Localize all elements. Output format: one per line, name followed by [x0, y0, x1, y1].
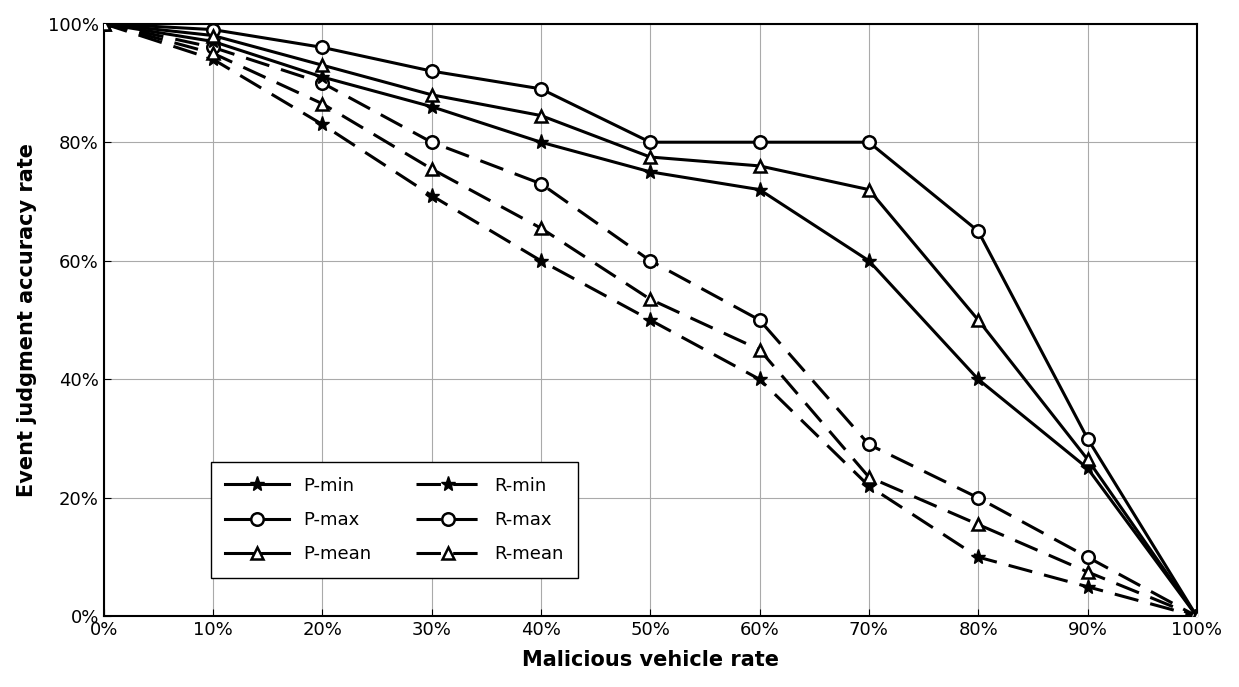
R-max — [1189, 612, 1204, 620]
R-min — [752, 375, 767, 383]
P-max — [97, 19, 112, 27]
R-mean — [534, 224, 549, 232]
P-mean — [315, 61, 330, 69]
P-mean — [534, 111, 549, 120]
R-mean — [643, 295, 658, 304]
R-mean — [206, 49, 221, 58]
P-min — [1189, 612, 1204, 620]
Line: R-mean: R-mean — [98, 17, 1203, 622]
P-max — [424, 67, 439, 75]
R-min — [861, 482, 876, 490]
P-min — [534, 138, 549, 146]
P-mean — [424, 91, 439, 99]
R-min — [206, 55, 221, 63]
P-mean — [861, 185, 876, 194]
R-min — [1189, 612, 1204, 620]
R-mean — [861, 473, 876, 481]
R-max — [861, 440, 876, 449]
R-mean — [1189, 612, 1204, 620]
R-max — [1080, 553, 1095, 561]
R-min — [97, 19, 112, 27]
P-max — [971, 227, 986, 235]
Line: P-mean: P-mean — [98, 17, 1203, 622]
R-max — [971, 494, 986, 502]
Line: R-min: R-min — [95, 16, 1204, 624]
X-axis label: Malicious vehicle rate: Malicious vehicle rate — [522, 651, 779, 671]
P-min — [971, 375, 986, 383]
P-min — [206, 37, 221, 45]
R-min — [1080, 583, 1095, 591]
P-mean — [206, 32, 221, 40]
P-mean — [971, 316, 986, 324]
R-mean — [971, 520, 986, 528]
Legend: P-min, P-max, P-mean, R-min, R-max, R-mean: P-min, P-max, P-mean, R-min, R-max, R-me… — [211, 462, 577, 578]
P-max — [752, 138, 767, 146]
P-max — [1189, 612, 1204, 620]
R-min — [971, 553, 986, 561]
P-min — [97, 19, 112, 27]
Y-axis label: Event judgment accuracy rate: Event judgment accuracy rate — [16, 143, 37, 497]
R-max — [534, 179, 549, 188]
P-min — [424, 102, 439, 111]
P-mean — [643, 153, 658, 161]
R-mean — [424, 165, 439, 173]
P-mean — [1189, 612, 1204, 620]
R-mean — [97, 19, 112, 27]
R-max — [97, 19, 112, 27]
P-min — [1080, 464, 1095, 472]
Line: R-max: R-max — [98, 17, 1203, 622]
P-min — [861, 257, 876, 265]
R-max — [315, 79, 330, 87]
P-mean — [1080, 455, 1095, 464]
P-min — [315, 73, 330, 81]
P-max — [861, 138, 876, 146]
P-min — [643, 168, 658, 176]
P-max — [1080, 434, 1095, 442]
P-mean — [97, 19, 112, 27]
P-max — [206, 25, 221, 34]
R-max — [206, 43, 221, 52]
P-max — [315, 43, 330, 52]
P-mean — [752, 162, 767, 170]
R-min — [643, 316, 658, 324]
R-mean — [1080, 567, 1095, 576]
P-max — [643, 138, 658, 146]
R-max — [643, 257, 658, 265]
R-min — [424, 192, 439, 200]
P-max — [534, 85, 549, 93]
R-mean — [315, 100, 330, 108]
R-mean — [752, 346, 767, 354]
P-min — [752, 185, 767, 194]
R-min — [534, 257, 549, 265]
R-min — [315, 120, 330, 128]
R-max — [752, 316, 767, 324]
R-max — [424, 138, 439, 146]
Line: P-max: P-max — [98, 17, 1203, 622]
Line: P-min: P-min — [95, 16, 1204, 624]
